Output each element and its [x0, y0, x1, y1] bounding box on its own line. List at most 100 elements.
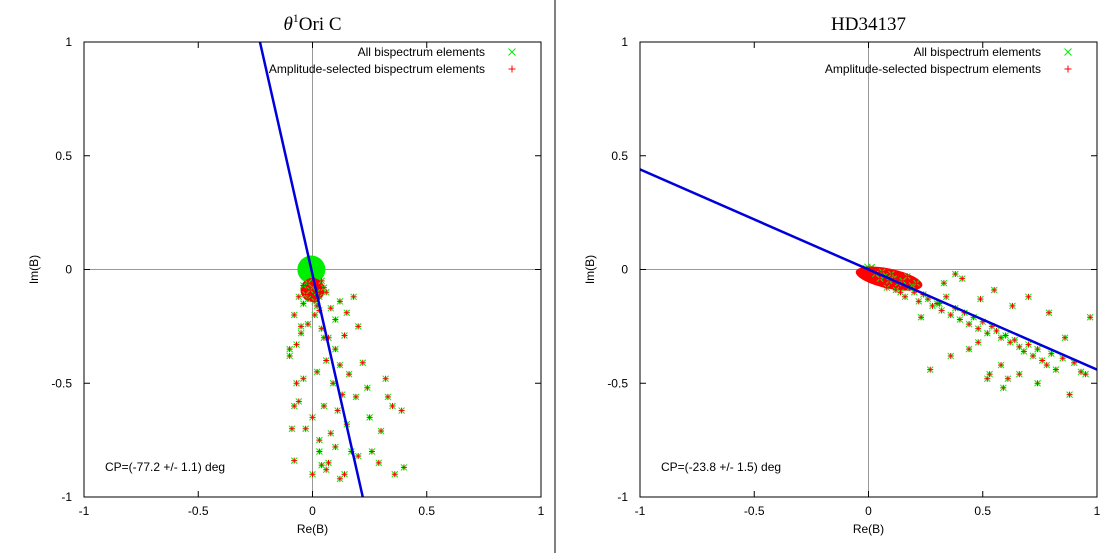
- closure-phase-line: [258, 42, 364, 497]
- data-point: [313, 262, 321, 270]
- data-point: [350, 293, 357, 301]
- data-point: [384, 393, 392, 401]
- data-point: [942, 293, 950, 301]
- x-tick-label: -1: [635, 504, 646, 518]
- data-point: [977, 295, 984, 303]
- data-point: [377, 427, 385, 435]
- data-point: [1025, 341, 1032, 348]
- data-point: [343, 309, 351, 317]
- data-point: [965, 320, 973, 328]
- y-tick-label: 0: [65, 263, 72, 277]
- data-point: [297, 323, 305, 330]
- data-point: [1052, 366, 1060, 373]
- data-point: [297, 329, 305, 337]
- data-point: [331, 345, 339, 353]
- data-point: [1066, 391, 1073, 398]
- data-point: [1025, 293, 1032, 301]
- x-tick-label: 0.5: [418, 504, 435, 518]
- data-point: [1061, 334, 1069, 342]
- data-point: [887, 270, 895, 278]
- legend: All bispectrum elements Amplitude-selecte…: [825, 45, 1072, 76]
- plot-title: θ1Ori C: [283, 11, 341, 35]
- data-point: [286, 345, 294, 353]
- data-point: [354, 323, 362, 330]
- legend-entry: Amplitude-selected bispectrum elements: [269, 62, 485, 76]
- data-point: [974, 325, 982, 333]
- legend-entry: All bispectrum elements: [358, 45, 485, 59]
- data-point: [336, 297, 344, 305]
- data-point: [940, 279, 948, 287]
- data-point: [366, 414, 373, 421]
- x-axis-label: Re(B): [853, 522, 884, 536]
- title-superscript: 1: [293, 11, 299, 25]
- data-point: [1034, 379, 1041, 387]
- plot-hd34137: -1 -0.5 0 0.5 1 -1 -0.5 0 0.5 1 Re(B) Im(B) HD34137 A…: [583, 14, 1101, 536]
- data-point: [336, 361, 344, 369]
- data-point: [304, 320, 312, 328]
- data-point: [322, 466, 330, 474]
- legend-entry: Amplitude-selected bispectrum elements: [825, 62, 1041, 76]
- y-tick-label: -1: [617, 490, 628, 504]
- data-point: [398, 407, 405, 414]
- data-point: [300, 282, 307, 289]
- legend: All bispectrum elements Amplitude-selecte…: [269, 45, 516, 76]
- data-point: [345, 370, 353, 378]
- data-point: [915, 297, 923, 305]
- data-point: [316, 436, 323, 444]
- data-point: [302, 270, 309, 278]
- data-point: [300, 300, 307, 307]
- data-point: [318, 461, 325, 469]
- data-point: [325, 459, 332, 467]
- legend-entry: All bispectrum elements: [914, 45, 1041, 59]
- y-tick-label: 0.5: [611, 149, 628, 163]
- data-point: [368, 448, 376, 455]
- data-point: [1045, 309, 1053, 317]
- data-point: [951, 270, 959, 278]
- title-rest: Ori C: [299, 14, 342, 35]
- data-point: [1020, 348, 1028, 355]
- y-tick-label: -1: [61, 490, 72, 504]
- y-axis-label: Im(B): [583, 255, 597, 284]
- data-point: [913, 279, 920, 287]
- data-point: [903, 272, 911, 280]
- data-point: [1082, 370, 1089, 378]
- data-point: [316, 448, 323, 455]
- data-point: [958, 275, 966, 282]
- data-markers: [855, 263, 1094, 398]
- data-point: [327, 429, 335, 437]
- x-tick-label: 0.5: [974, 504, 991, 518]
- data-point: [318, 277, 325, 285]
- data-point: [876, 275, 884, 282]
- x-tick-label: 0: [309, 504, 316, 518]
- data-point: [986, 370, 993, 378]
- x-tick-label: -0.5: [744, 504, 765, 518]
- data-point: [375, 459, 383, 467]
- data-point: [293, 341, 300, 348]
- y-tick-label: -0.5: [607, 376, 628, 390]
- y-tick-label: 0.5: [55, 149, 72, 163]
- x-tick-label: 0: [865, 504, 872, 518]
- data-point: [983, 329, 991, 337]
- data-point: [334, 407, 341, 414]
- y-tick-label: 1: [65, 35, 72, 49]
- data-point: [341, 332, 348, 339]
- data-point: [331, 443, 339, 451]
- data-point: [316, 266, 323, 273]
- data-point: [327, 304, 335, 312]
- data-point: [1009, 302, 1016, 310]
- data-point: [354, 452, 362, 460]
- data-point: [322, 357, 330, 364]
- data-point: [400, 464, 408, 471]
- data-point: [391, 470, 399, 478]
- data-point: [1002, 332, 1009, 339]
- x-axis-label: Re(B): [297, 522, 328, 536]
- closure-phase-annotation: CP=(-77.2 +/- 1.1) deg: [105, 460, 225, 474]
- y-axis-label: Im(B): [27, 255, 41, 284]
- y-tick-label: 1: [621, 35, 628, 49]
- data-point: [311, 311, 319, 319]
- data-point: [999, 384, 1007, 392]
- series-1: [855, 266, 1094, 398]
- data-point: [286, 352, 294, 360]
